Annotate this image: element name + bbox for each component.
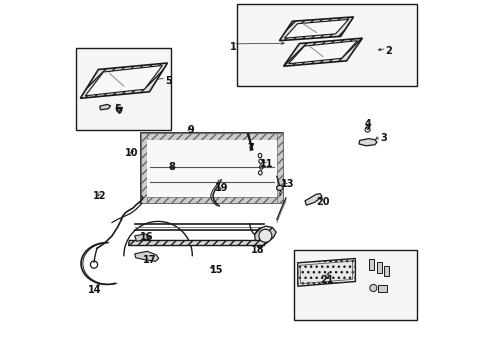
Polygon shape [276, 133, 283, 203]
Text: 9: 9 [187, 125, 194, 135]
Polygon shape [80, 63, 167, 98]
Text: 13: 13 [281, 179, 294, 189]
Polygon shape [128, 240, 265, 246]
Text: 11: 11 [260, 159, 273, 169]
Text: 14: 14 [88, 285, 102, 295]
Text: 15: 15 [209, 265, 223, 275]
Text: 5: 5 [164, 76, 171, 86]
Bar [294, 250, 416, 320]
Text: 7: 7 [247, 143, 254, 153]
Text: 21: 21 [319, 275, 333, 285]
Polygon shape [358, 139, 376, 146]
Bar [76, 48, 170, 130]
Polygon shape [254, 226, 276, 248]
Polygon shape [288, 41, 357, 64]
Polygon shape [283, 38, 362, 66]
Text: 20: 20 [316, 197, 329, 207]
Polygon shape [134, 251, 159, 261]
Text: 19: 19 [215, 183, 228, 193]
Bar [376, 262, 381, 273]
Bar [368, 259, 373, 270]
Polygon shape [279, 17, 353, 41]
Text: 10: 10 [125, 148, 139, 158]
Ellipse shape [276, 185, 283, 190]
Circle shape [258, 229, 271, 242]
Text: 4: 4 [364, 119, 370, 129]
Polygon shape [100, 104, 110, 110]
Bar [383, 266, 388, 276]
Polygon shape [85, 66, 162, 96]
Text: 2: 2 [385, 46, 391, 56]
Bar [141, 133, 283, 203]
Text: 18: 18 [251, 245, 264, 255]
Text: 17: 17 [143, 255, 157, 265]
Polygon shape [141, 197, 283, 203]
Text: 3: 3 [380, 132, 387, 143]
Polygon shape [134, 234, 150, 241]
Text: 8: 8 [168, 162, 175, 172]
Polygon shape [141, 133, 147, 203]
Polygon shape [141, 133, 283, 140]
Bar [147, 140, 276, 197]
Bar [378, 285, 386, 292]
Bar [236, 4, 416, 86]
Ellipse shape [369, 284, 376, 292]
Polygon shape [297, 258, 355, 286]
Polygon shape [305, 194, 321, 205]
Polygon shape [284, 19, 348, 38]
Text: 6: 6 [114, 104, 121, 114]
Text: 1: 1 [229, 42, 236, 52]
Text: 16: 16 [140, 232, 153, 242]
Text: 12: 12 [93, 191, 106, 201]
